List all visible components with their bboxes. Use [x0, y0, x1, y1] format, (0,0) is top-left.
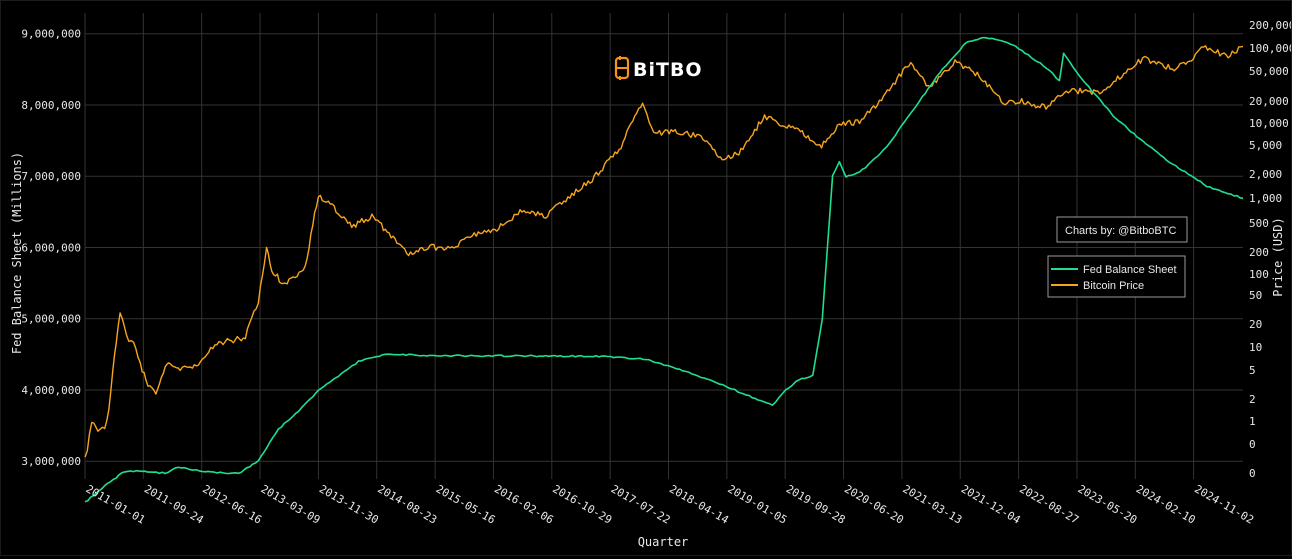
x-tick-label: 2017-07-22	[609, 482, 673, 526]
x-tick-label: 2014-08-23	[375, 482, 439, 526]
x-tick-label: 2024-02-10	[1134, 482, 1198, 526]
x-tick-label: 2022-08-27	[1017, 482, 1081, 526]
x-tick-label: 2011-09-24	[142, 482, 206, 527]
y-right-tick-label: 0	[1249, 438, 1256, 451]
y-right-tick-label: 100	[1249, 268, 1269, 281]
legend-item-fed[interactable]: Fed Balance Sheet	[1051, 264, 1177, 276]
grid-layer	[84, 13, 1243, 479]
x-tick-label: 2024-11-02	[1192, 482, 1256, 526]
y-right-tick-label: 2	[1249, 393, 1256, 406]
y-right-tick-label: 5,000	[1249, 139, 1282, 152]
series-line-bitcoin-price	[84, 45, 1244, 458]
series-layer	[84, 36, 1244, 503]
y-left-tick-label: 8,000,000	[21, 99, 81, 112]
credit-box: Charts by: @BitboBTC	[1056, 216, 1188, 243]
x-tick-label: 2015-05-16	[434, 482, 498, 526]
x-tick-label: 2019-01-05	[725, 482, 789, 526]
y-left-tick-label: 5,000,000	[21, 313, 81, 326]
x-tick-label: 2013-03-09	[259, 482, 323, 526]
y-right-tick-label: 5	[1249, 364, 1256, 377]
y-right-tick-layer: 200,000 100,000 50,000 20,000 10,000 5,000 2,0…	[1249, 19, 1292, 480]
y-left-axis-title: Fed Balance Sheet (Millions)	[10, 152, 24, 354]
y-right-tick-label: 500	[1249, 217, 1269, 230]
y-left-tick-label: 7,000,000	[21, 170, 81, 183]
legend-item-btc[interactable]: Bitcoin Price	[1051, 280, 1144, 292]
x-tick-label: 2019-09-28	[784, 482, 848, 526]
x-tick-label: 2013-11-30	[317, 482, 381, 526]
bitbo-logo: BiTBO	[614, 56, 703, 81]
y-right-tick-label: 20	[1249, 318, 1262, 331]
y-right-tick-label: 0	[1249, 467, 1256, 480]
bitbo-logo-icon	[614, 56, 630, 80]
y-right-tick-label: 200	[1249, 246, 1269, 259]
y-right-axis-title: Price (USD)	[1271, 217, 1285, 296]
x-tick-label: 2016-02-06	[492, 482, 556, 526]
series-line-fed-balance-sheet	[84, 36, 1244, 503]
y-left-tick-label: 6,000,000	[21, 241, 81, 254]
legend-label-btc: Bitcoin Price	[1083, 280, 1144, 292]
legend-label-fed: Fed Balance Sheet	[1083, 264, 1177, 276]
y-left-tick-label: 9,000,000	[21, 28, 81, 41]
y-left-tick-layer: 3,000,000 4,000,000 5,000,000 6,000,000 7,00…	[21, 28, 81, 469]
x-tick-label: 2021-03-13	[900, 482, 964, 526]
x-tick-label: 2020-06-20	[842, 482, 906, 526]
x-tick-label: 2023-05-20	[1075, 482, 1139, 526]
y-right-tick-label: 200,000	[1249, 19, 1291, 32]
y-right-tick-label: 50	[1249, 289, 1262, 302]
y-right-tick-label: 100,000	[1249, 42, 1291, 55]
y-right-tick-label: 2,000	[1249, 168, 1282, 181]
x-tick-label: 2012-06-16	[200, 482, 264, 526]
y-right-tick-label: 10	[1249, 341, 1262, 354]
credit-text: Charts by: @BitboBTC	[1065, 225, 1176, 237]
bitbo-logo-text: BiTBO	[633, 59, 703, 81]
y-right-tick-label: 20,000	[1249, 95, 1289, 108]
y-left-tick-label: 4,000,000	[21, 384, 81, 397]
x-axis-title: Quarter	[638, 535, 689, 549]
y-right-tick-label: 10,000	[1249, 117, 1289, 130]
y-right-tick-label: 1	[1249, 415, 1256, 428]
x-tick-label: 2016-10-29	[550, 482, 614, 526]
x-tick-label: 2021-12-04	[959, 482, 1023, 527]
legend: Fed Balance Sheet Bitcoin Price	[1047, 255, 1186, 298]
y-left-tick-label: 3,000,000	[21, 455, 81, 468]
x-tick-layer: 2011-01-012011-09-242012-06-162013-03-09…	[84, 482, 1257, 527]
x-tick-label: 2011-01-01	[84, 482, 148, 526]
y-right-tick-label: 1,000	[1249, 192, 1282, 205]
x-tick-label: 2018-04-14	[667, 482, 731, 527]
y-right-tick-label: 50,000	[1249, 65, 1289, 78]
